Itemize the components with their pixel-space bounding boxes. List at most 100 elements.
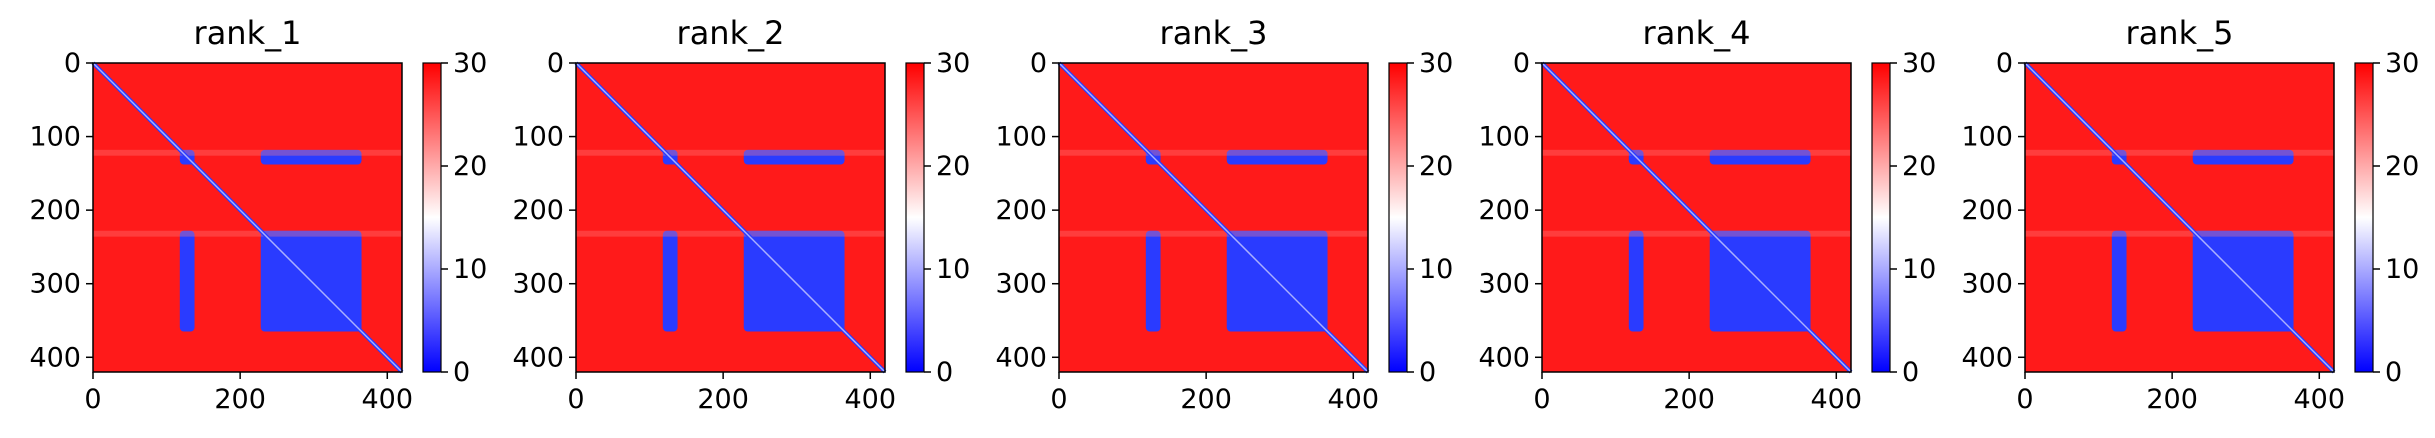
y-tick-label: 0 [1996,48,2013,79]
panel-title: rank_5 [2126,14,2234,52]
colorbar [905,62,925,373]
y-tick-label: 100 [1961,122,2013,153]
heatmap-frame [575,62,886,373]
diagonal-highlight [92,62,403,373]
y-tick-label: 400 [995,342,1047,373]
heatmap-band [576,149,885,156]
x-tick-label: 0 [2016,384,2033,415]
x-tick-label: 400 [1328,384,1380,415]
y-tick-label: 200 [1961,195,2013,226]
heatmap-band [1542,230,1851,237]
diagonal-highlight [1541,62,1852,373]
low-error-block [662,230,678,332]
heatmap-frame [2024,62,2335,373]
colorbar-tick-label: 20 [1419,151,1453,182]
low-error-block [1628,230,1644,332]
colorbar [422,62,442,373]
heatmap-band [2025,230,2334,237]
x-tick-label: 200 [1663,384,1715,415]
y-tick-label: 400 [1961,342,2013,373]
colorbar-tick-label: 30 [1902,48,1936,79]
colorbar-tick-label: 30 [1419,48,1453,79]
x-tick-label: 400 [845,384,897,415]
colorbar-tick-label: 30 [453,48,487,79]
heatmap-frame [1541,62,1852,373]
colorbar-tick-label: 10 [2385,254,2419,285]
colorbar [2354,62,2374,373]
heatmap-band [1542,149,1851,156]
y-tick-label: 300 [995,269,1047,300]
x-tick-label: 200 [1180,384,1232,415]
y-tick-label: 200 [995,195,1047,226]
low-error-block [179,230,195,332]
diagonal-highlight [575,62,886,373]
y-tick-label: 200 [1478,195,1530,226]
x-tick-label: 0 [567,384,584,415]
x-tick-label: 400 [1811,384,1863,415]
y-tick-label: 400 [29,342,81,373]
heatmap-band [576,230,885,237]
panel-title: rank_3 [1160,14,1268,52]
y-tick-label: 300 [1961,269,2013,300]
y-tick-label: 300 [29,269,81,300]
colorbar-tick-label: 30 [2385,48,2419,79]
y-tick-label: 400 [512,342,564,373]
colorbar-tick-label: 0 [453,357,470,388]
colorbar-tick-label: 0 [936,357,953,388]
colorbar-tick-label: 10 [453,254,487,285]
x-tick-label: 0 [1533,384,1550,415]
y-tick-label: 100 [29,122,81,153]
heatmap-band [2025,149,2334,156]
heatmap-band [1059,149,1368,156]
colorbar [1871,62,1891,373]
x-tick-label: 0 [1050,384,1067,415]
colorbar-tick-label: 30 [936,48,970,79]
heatmap-band [1059,230,1368,237]
y-tick-label: 100 [1478,122,1530,153]
colorbar-tick-label: 20 [1902,151,1936,182]
y-tick-label: 200 [512,195,564,226]
x-tick-label: 200 [697,384,749,415]
diagonal-highlight [2024,62,2335,373]
colorbar-tick-label: 0 [1902,357,1919,388]
panel-title: rank_4 [1643,14,1751,52]
x-tick-label: 0 [84,384,101,415]
x-tick-label: 400 [362,384,414,415]
y-tick-label: 400 [1478,342,1530,373]
y-tick-label: 100 [995,122,1047,153]
colorbar-tick-label: 10 [936,254,970,285]
heatmap-band [93,149,402,156]
y-tick-label: 300 [1478,269,1530,300]
colorbar-tick-label: 20 [2385,151,2419,182]
y-tick-label: 200 [29,195,81,226]
low-error-block [1709,149,1811,165]
heatmap-band [93,230,402,237]
panel-title: rank_1 [194,14,302,52]
y-tick-label: 300 [512,269,564,300]
low-error-block [2111,230,2127,332]
y-tick-label: 0 [64,48,81,79]
heatmap-frame [1058,62,1369,373]
colorbar [1388,62,1408,373]
x-tick-label: 200 [214,384,266,415]
heatmap-frame [92,62,403,373]
colorbar-tick-label: 10 [1902,254,1936,285]
low-error-block [743,149,845,165]
diagonal-highlight [1058,62,1369,373]
colorbar-tick-label: 10 [1419,254,1453,285]
low-error-block [1226,149,1328,165]
y-tick-label: 0 [547,48,564,79]
colorbar-tick-label: 20 [453,151,487,182]
panel-title: rank_2 [677,14,785,52]
y-tick-label: 100 [512,122,564,153]
colorbar-tick-label: 0 [1419,357,1436,388]
y-tick-label: 0 [1030,48,1047,79]
colorbar-tick-label: 20 [936,151,970,182]
colorbar-tick-label: 0 [2385,357,2402,388]
